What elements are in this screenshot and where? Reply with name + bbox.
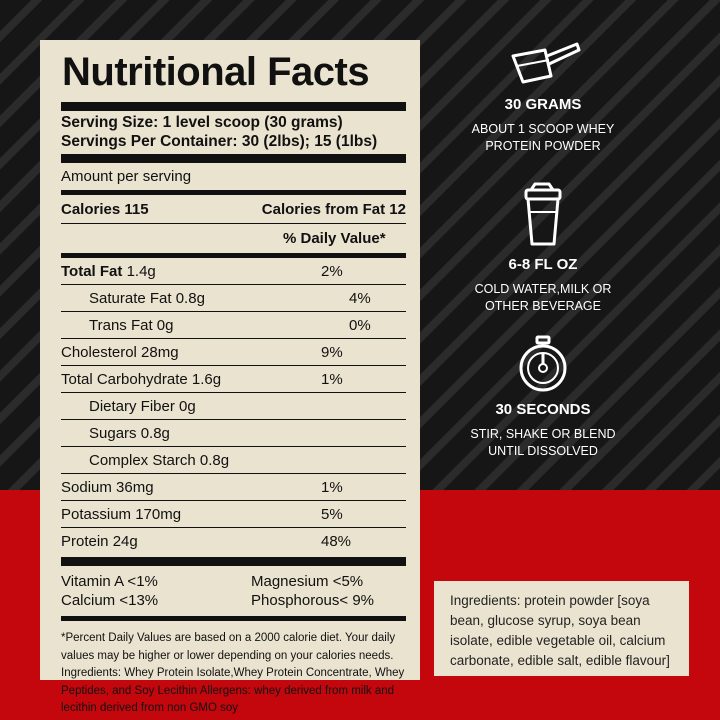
divider	[61, 190, 406, 195]
divider	[61, 338, 406, 339]
divider	[61, 473, 406, 474]
nutrient-name: Protein 24g	[61, 532, 138, 550]
nutrient-dv: 9%	[321, 343, 343, 361]
nutrient-row: Potassium 170mg 5%	[61, 501, 406, 527]
nutrient-row: Saturate Fat 0.8g 4%	[61, 285, 406, 311]
step-title: 30 GRAMS	[504, 96, 582, 113]
calories-from-fat: Calories from Fat 12	[261, 200, 406, 218]
nutrient-row: Complex Starch 0.8g	[61, 447, 406, 473]
divider	[61, 500, 406, 501]
nutrient-dv: 1%	[321, 370, 343, 388]
nutrient-row: Dietary Fiber 0g	[61, 393, 406, 419]
nutrient-dv: 4%	[349, 289, 371, 307]
divider	[61, 311, 406, 312]
nutrient-row: Total Carbohydrate 1.6g 1%	[61, 366, 406, 392]
nutrient-name: Saturate Fat 0.8g	[89, 289, 205, 307]
vitamin-right: Phosphorous< 9%	[251, 592, 375, 609]
vitamins-section: Vitamin A <1% Magnesium <5% Calcium <13%…	[61, 572, 406, 610]
divider	[61, 419, 406, 420]
nutrition-title: Nutritional Facts	[62, 50, 370, 94]
nutrient-name: Total Fat	[61, 262, 123, 280]
step-desc-line: COLD WATER,MILK OR	[474, 282, 612, 296]
step-description: COLD WATER,MILK OR OTHER BEVERAGE	[438, 281, 648, 315]
nutrient-row: Total Fat 1.4g 2%	[61, 258, 406, 284]
divider	[61, 253, 406, 258]
nutrient-name: Complex Starch 0.8g	[89, 451, 230, 469]
divider	[61, 392, 406, 393]
divider	[61, 223, 406, 224]
nutrient-name: Total Carbohydrate 1.6g	[61, 370, 222, 388]
serving-size: Serving Size: 1 level scoop (30 grams)	[61, 114, 343, 131]
nutrient-dv: 0%	[349, 316, 371, 334]
scoop-icon	[511, 42, 581, 84]
divider	[61, 365, 406, 366]
vitamin-row: Calcium <13% Phosphorous< 9%	[61, 591, 406, 610]
step-description: ABOUT 1 SCOOP WHEY PROTEIN POWDER	[438, 121, 648, 155]
step-stopwatch: 30 SECONDS STIR, SHAKE OR BLEND UNTIL DI…	[438, 335, 648, 460]
step-desc-line: PROTEIN POWDER	[485, 139, 601, 153]
nutrient-name: Potassium 170mg	[61, 505, 182, 523]
nutrient-dv: 1%	[321, 478, 343, 496]
step-desc-line: STIR, SHAKE OR BLEND	[470, 427, 616, 441]
step-scoop: 30 GRAMS ABOUT 1 SCOOP WHEY PROTEIN POWD…	[438, 38, 648, 155]
amount-per-serving: Amount per serving	[61, 168, 192, 185]
nutrient-row: Protein 24g 48%	[61, 528, 406, 554]
nutrient-dv: 2%	[321, 262, 343, 280]
calories: Calories 115	[61, 200, 149, 218]
nutrient-name: Sugars 0.8g	[89, 424, 170, 442]
step-shaker: 6-8 FL OZ COLD WATER,MILK OR OTHER BEVER…	[438, 180, 648, 315]
vitamin-row: Vitamin A <1% Magnesium <5%	[61, 572, 406, 591]
divider	[61, 557, 406, 566]
vitamin-left: Vitamin A <1%	[61, 573, 158, 590]
ingredients-box: Ingredients: protein powder [soya bean, …	[434, 581, 689, 676]
step-description: STIR, SHAKE OR BLEND UNTIL DISSOLVED	[438, 426, 648, 460]
calories-row: Calories 115 Calories from Fat 12	[61, 195, 406, 223]
divider	[61, 446, 406, 447]
daily-value-header-row: % Daily Value*	[61, 224, 406, 253]
nutrient-name: Dietary Fiber 0g	[89, 397, 196, 415]
divider	[61, 154, 406, 163]
step-title: 6-8 FL OZ	[508, 256, 578, 273]
amount-per-serving-row: Amount per serving	[61, 163, 406, 190]
divider	[61, 616, 406, 621]
vitamin-right: Magnesium <5%	[251, 573, 364, 590]
nutrient-dv: 48%	[321, 532, 352, 550]
servings-per-container: Servings Per Container: 30 (2lbs); 15 (1…	[61, 133, 378, 150]
divider	[61, 527, 406, 528]
nutrient-row: Sodium 36mg 1%	[61, 474, 406, 500]
vitamin-left: Calcium <13%	[61, 592, 159, 609]
nutrient-name: Trans Fat 0g	[89, 316, 174, 334]
step-desc-line: OTHER BEVERAGE	[485, 299, 601, 313]
nutrient-row: Trans Fat 0g 0%	[61, 312, 406, 338]
step-desc-line: ABOUT 1 SCOOP WHEY	[471, 122, 615, 136]
nutrition-facts-panel: Nutritional Facts Serving Size: 1 level …	[40, 40, 420, 714]
daily-value-header: % Daily Value*	[283, 230, 386, 247]
divider	[61, 284, 406, 285]
nutrient-name: Cholesterol 28mg	[61, 343, 179, 361]
step-desc-line: UNTIL DISSOLVED	[488, 444, 598, 458]
nutrient-row: Sugars 0.8g	[61, 420, 406, 446]
nutrient-row: Cholesterol 28mg 9%	[61, 339, 406, 365]
stopwatch-icon	[519, 335, 567, 392]
nutrient-amount: 1.4g	[126, 262, 156, 280]
nutrient-name: Sodium 36mg	[61, 478, 154, 496]
divider	[61, 102, 406, 111]
shaker-bottle-icon	[524, 182, 562, 246]
step-title: 30 SECONDS	[495, 401, 591, 418]
nutrient-dv: 5%	[321, 505, 343, 523]
footnote: *Percent Daily Values are based on a 200…	[61, 632, 405, 714]
